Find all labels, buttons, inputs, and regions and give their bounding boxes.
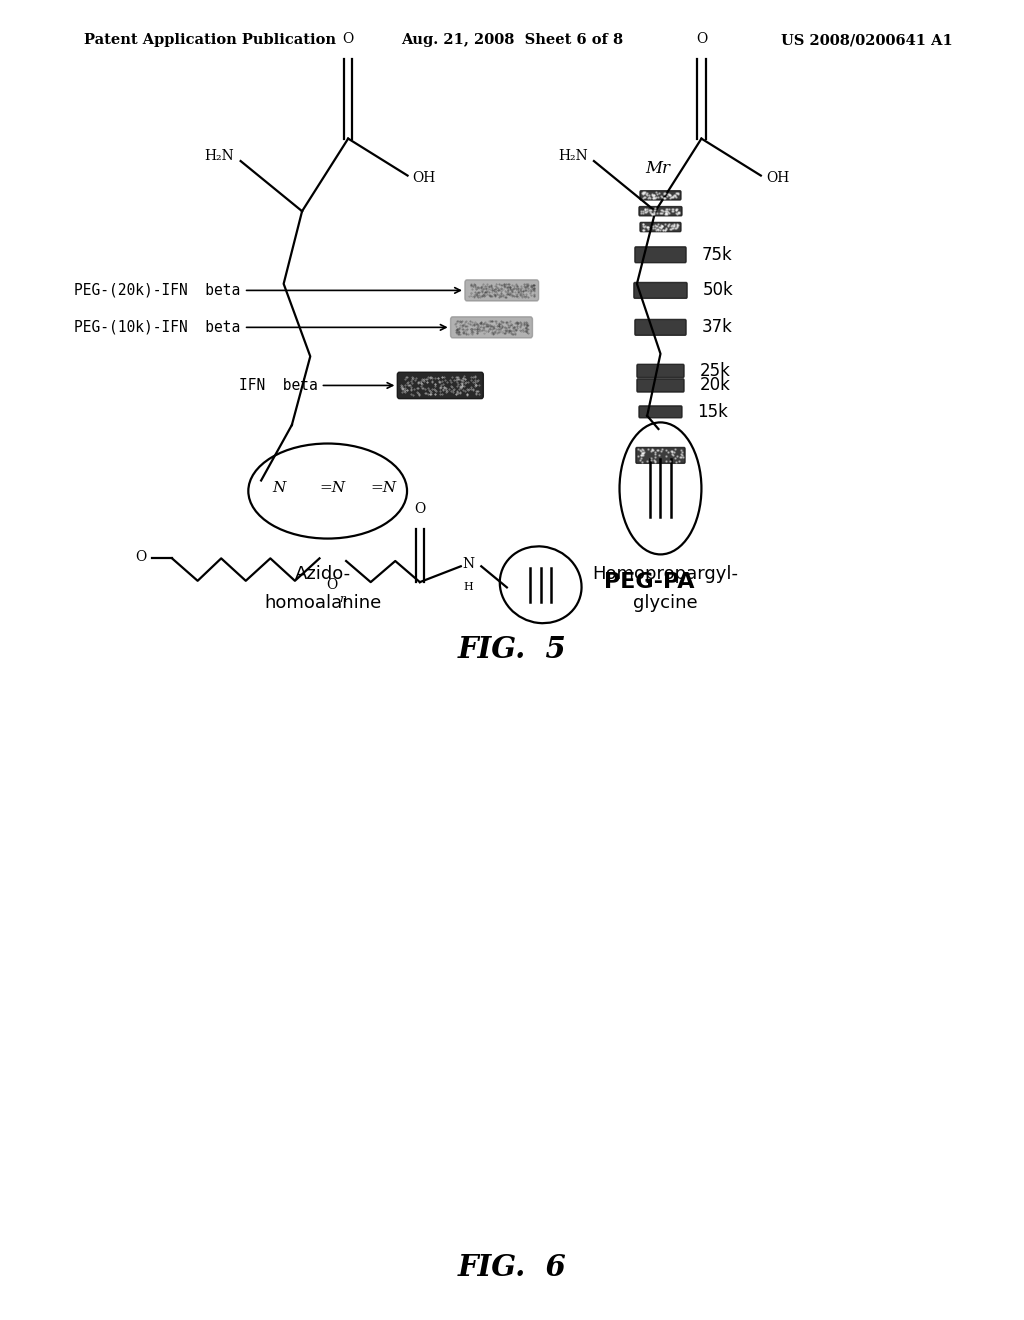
FancyBboxPatch shape xyxy=(635,319,686,335)
Text: FIG.  6: FIG. 6 xyxy=(458,1253,566,1282)
FancyBboxPatch shape xyxy=(637,364,684,378)
FancyBboxPatch shape xyxy=(639,206,682,215)
FancyBboxPatch shape xyxy=(639,407,682,417)
Text: 37k: 37k xyxy=(701,318,732,337)
FancyBboxPatch shape xyxy=(465,280,539,301)
Text: O: O xyxy=(696,32,707,46)
Text: 25k: 25k xyxy=(699,362,730,380)
Text: 50k: 50k xyxy=(702,281,733,300)
FancyBboxPatch shape xyxy=(640,190,681,199)
Text: H₂N: H₂N xyxy=(558,149,588,162)
Text: IFN  beta: IFN beta xyxy=(239,378,317,393)
FancyBboxPatch shape xyxy=(397,372,483,399)
Text: Azido-: Azido- xyxy=(295,565,350,583)
Text: PEG-PA: PEG-PA xyxy=(604,572,694,593)
Text: O: O xyxy=(343,32,353,46)
Text: n: n xyxy=(340,594,346,605)
FancyBboxPatch shape xyxy=(634,282,687,298)
Text: O: O xyxy=(327,578,337,591)
Text: =N: =N xyxy=(371,482,397,495)
FancyBboxPatch shape xyxy=(637,379,684,392)
FancyBboxPatch shape xyxy=(451,317,532,338)
Text: =N: =N xyxy=(319,482,346,495)
Text: N: N xyxy=(462,557,474,570)
Text: Homopropargyl-: Homopropargyl- xyxy=(593,565,738,583)
FancyBboxPatch shape xyxy=(635,247,686,263)
Text: 15k: 15k xyxy=(697,403,728,421)
Text: Patent Application Publication: Patent Application Publication xyxy=(84,33,336,48)
Text: H₂N: H₂N xyxy=(205,149,234,162)
Text: homoalanine: homoalanine xyxy=(264,594,381,612)
Text: O: O xyxy=(415,502,425,516)
Text: OH: OH xyxy=(766,172,790,185)
Text: O: O xyxy=(136,550,146,564)
Text: Mr: Mr xyxy=(645,161,670,177)
Text: 20k: 20k xyxy=(699,376,730,395)
Text: PEG-(20k)-IFN  beta: PEG-(20k)-IFN beta xyxy=(75,282,241,298)
Text: glycine: glycine xyxy=(633,594,698,612)
Text: FIG.  5: FIG. 5 xyxy=(458,635,566,664)
Text: PEG-(10k)-IFN  beta: PEG-(10k)-IFN beta xyxy=(75,319,241,335)
Text: US 2008/0200641 A1: US 2008/0200641 A1 xyxy=(780,33,952,48)
Text: 75k: 75k xyxy=(701,246,732,264)
Text: N: N xyxy=(271,482,286,495)
Text: OH: OH xyxy=(413,172,436,185)
FancyBboxPatch shape xyxy=(640,223,681,232)
Text: H: H xyxy=(463,582,473,593)
FancyBboxPatch shape xyxy=(636,447,685,463)
Text: Aug. 21, 2008  Sheet 6 of 8: Aug. 21, 2008 Sheet 6 of 8 xyxy=(401,33,623,48)
